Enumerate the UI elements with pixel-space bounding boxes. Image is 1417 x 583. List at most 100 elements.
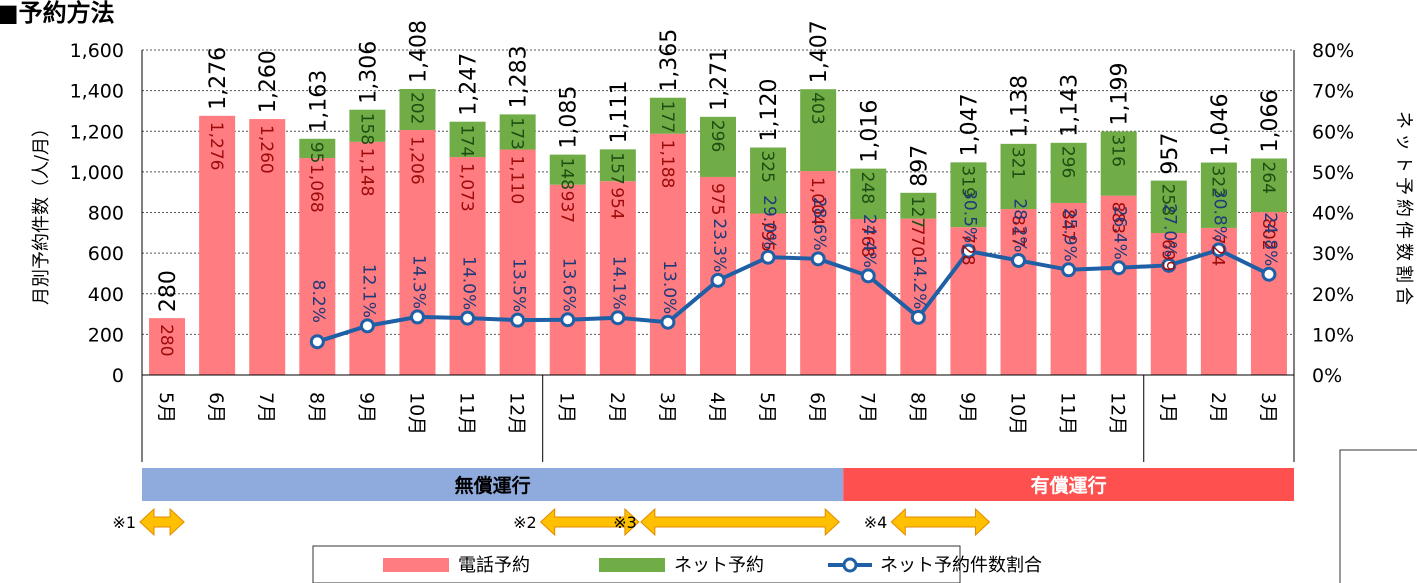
x-tick-label: 5月	[155, 392, 177, 423]
data-label-ratio: 28.6%	[809, 197, 829, 251]
x-tick-label: 3月	[1257, 392, 1279, 423]
data-label-phone: 280	[156, 324, 176, 356]
ratio-marker	[1111, 260, 1127, 276]
data-label-phone: 1,260	[256, 125, 276, 174]
y-tick-label-left: 1,400	[70, 81, 124, 103]
legend-swatch-phone	[383, 558, 449, 572]
data-label-phone: 1,004	[807, 177, 827, 226]
x-tick-label: 8月	[305, 392, 327, 423]
data-label-net: 158	[356, 113, 376, 145]
y-tick-label-right: 70%	[1312, 81, 1354, 103]
data-label-total: 1,016	[857, 100, 882, 163]
bar-net	[700, 116, 736, 177]
ratio-marker	[510, 312, 526, 328]
bar-net	[1000, 143, 1037, 210]
bar-phone	[549, 184, 586, 375]
data-label-total: 1,271	[707, 48, 732, 111]
data-label-phone: 1,148	[356, 148, 376, 197]
data-label-phone: 1,188	[657, 140, 677, 189]
data-label-ratio: 13.6%	[559, 258, 579, 312]
data-label-phone: 1,073	[456, 163, 476, 212]
data-label-total: 1,408	[406, 20, 431, 83]
x-tick-label: 8月	[906, 392, 928, 423]
data-label-ratio: 14.3%	[408, 255, 428, 309]
y-tick-label-right: 0%	[1312, 365, 1342, 387]
bar-phone	[900, 218, 937, 375]
bar-phone	[649, 133, 686, 375]
data-label-net: 248	[857, 172, 877, 204]
y-tick-label-left: 600	[88, 243, 124, 265]
data-label-total: 1,085	[557, 86, 582, 149]
bar-phone	[599, 181, 636, 375]
legend-label-phone: 電話予約	[458, 555, 530, 576]
data-label-total: 1,111	[607, 80, 632, 143]
ratio-marker	[1161, 257, 1177, 273]
bar-net	[950, 162, 987, 228]
data-label-ratio: 24.4%	[859, 214, 879, 268]
bar-net	[649, 97, 686, 134]
data-label-net: 157	[607, 152, 627, 184]
data-label-total: 1,260	[256, 50, 281, 113]
x-tick-label: 7月	[856, 392, 878, 423]
data-label-net: 403	[807, 92, 827, 124]
bar-net	[349, 109, 386, 142]
data-label-total: 1,120	[757, 79, 782, 142]
ratio-marker	[409, 309, 425, 325]
data-label-net: 322	[1208, 166, 1228, 198]
data-label-total: 1,199	[1108, 62, 1133, 125]
x-tick-label: 1月	[556, 392, 578, 423]
y-tick-label-left: 1,600	[70, 40, 124, 62]
x-tick-label: 3月	[656, 392, 678, 423]
ratio-marker	[710, 272, 726, 288]
y-tick-label-left: 800	[88, 203, 124, 225]
y-tick-label-left: 400	[88, 284, 124, 306]
ratio-marker	[1261, 266, 1277, 282]
data-label-phone: 883	[1108, 202, 1128, 234]
data-label-total: 1,247	[457, 53, 482, 116]
x-tick-label: 11月	[456, 392, 478, 435]
note-label: ※4	[864, 513, 888, 532]
legend-label-net: ネット予約	[674, 555, 764, 576]
ratio-marker	[660, 314, 676, 330]
period-band	[843, 468, 1294, 501]
bar-phone	[750, 213, 787, 375]
data-label-phone: 954	[607, 187, 627, 219]
x-tick-label: 1月	[1157, 392, 1179, 423]
y-axis-title-right-char: 割	[1393, 265, 1414, 283]
data-label-net: 202	[406, 92, 426, 124]
data-label-net: 173	[507, 117, 527, 149]
x-tick-label: 9月	[355, 392, 377, 423]
x-tick-label: 4月	[706, 392, 728, 423]
y-axis-title-right-char: 合	[1393, 287, 1414, 305]
period-band-label: 有償運行	[1031, 474, 1107, 497]
data-label-ratio: 24.8%	[1260, 212, 1280, 266]
ratio-marker	[810, 251, 826, 267]
bar-phone	[249, 119, 286, 375]
note-arrow-icon	[890, 507, 991, 537]
data-label-total: 1,066	[1258, 89, 1283, 152]
ratio-marker	[1011, 252, 1027, 268]
x-tick-label: 10月	[1007, 392, 1029, 435]
data-label-ratio: 30.8%	[1210, 188, 1230, 242]
y-axis-title-right-char: ト	[1393, 155, 1414, 173]
legend-swatch-net	[599, 558, 665, 572]
y-axis-title-right-char: 数	[1393, 243, 1414, 261]
bar-phone	[850, 219, 887, 375]
data-label-net: 177	[657, 101, 677, 133]
bar-net	[1100, 131, 1137, 196]
data-label-phone: 975	[707, 183, 727, 215]
data-label-total: 1,306	[356, 41, 381, 104]
note-arrow-icon	[139, 507, 185, 537]
note-label: ※1	[112, 513, 136, 532]
y-tick-label-right: 30%	[1312, 243, 1354, 265]
data-label-net: 316	[1108, 134, 1128, 166]
bar-phone	[1150, 233, 1187, 375]
bar-phone	[1250, 212, 1287, 375]
ratio-marker	[1061, 262, 1077, 278]
data-label-net: 258	[1158, 184, 1178, 216]
x-tick-label: 12月	[1107, 392, 1129, 435]
x-tick-label: 2月	[1207, 392, 1229, 423]
bar-net	[549, 154, 586, 185]
data-label-net: 319	[957, 165, 977, 197]
bar-phone	[349, 141, 386, 375]
